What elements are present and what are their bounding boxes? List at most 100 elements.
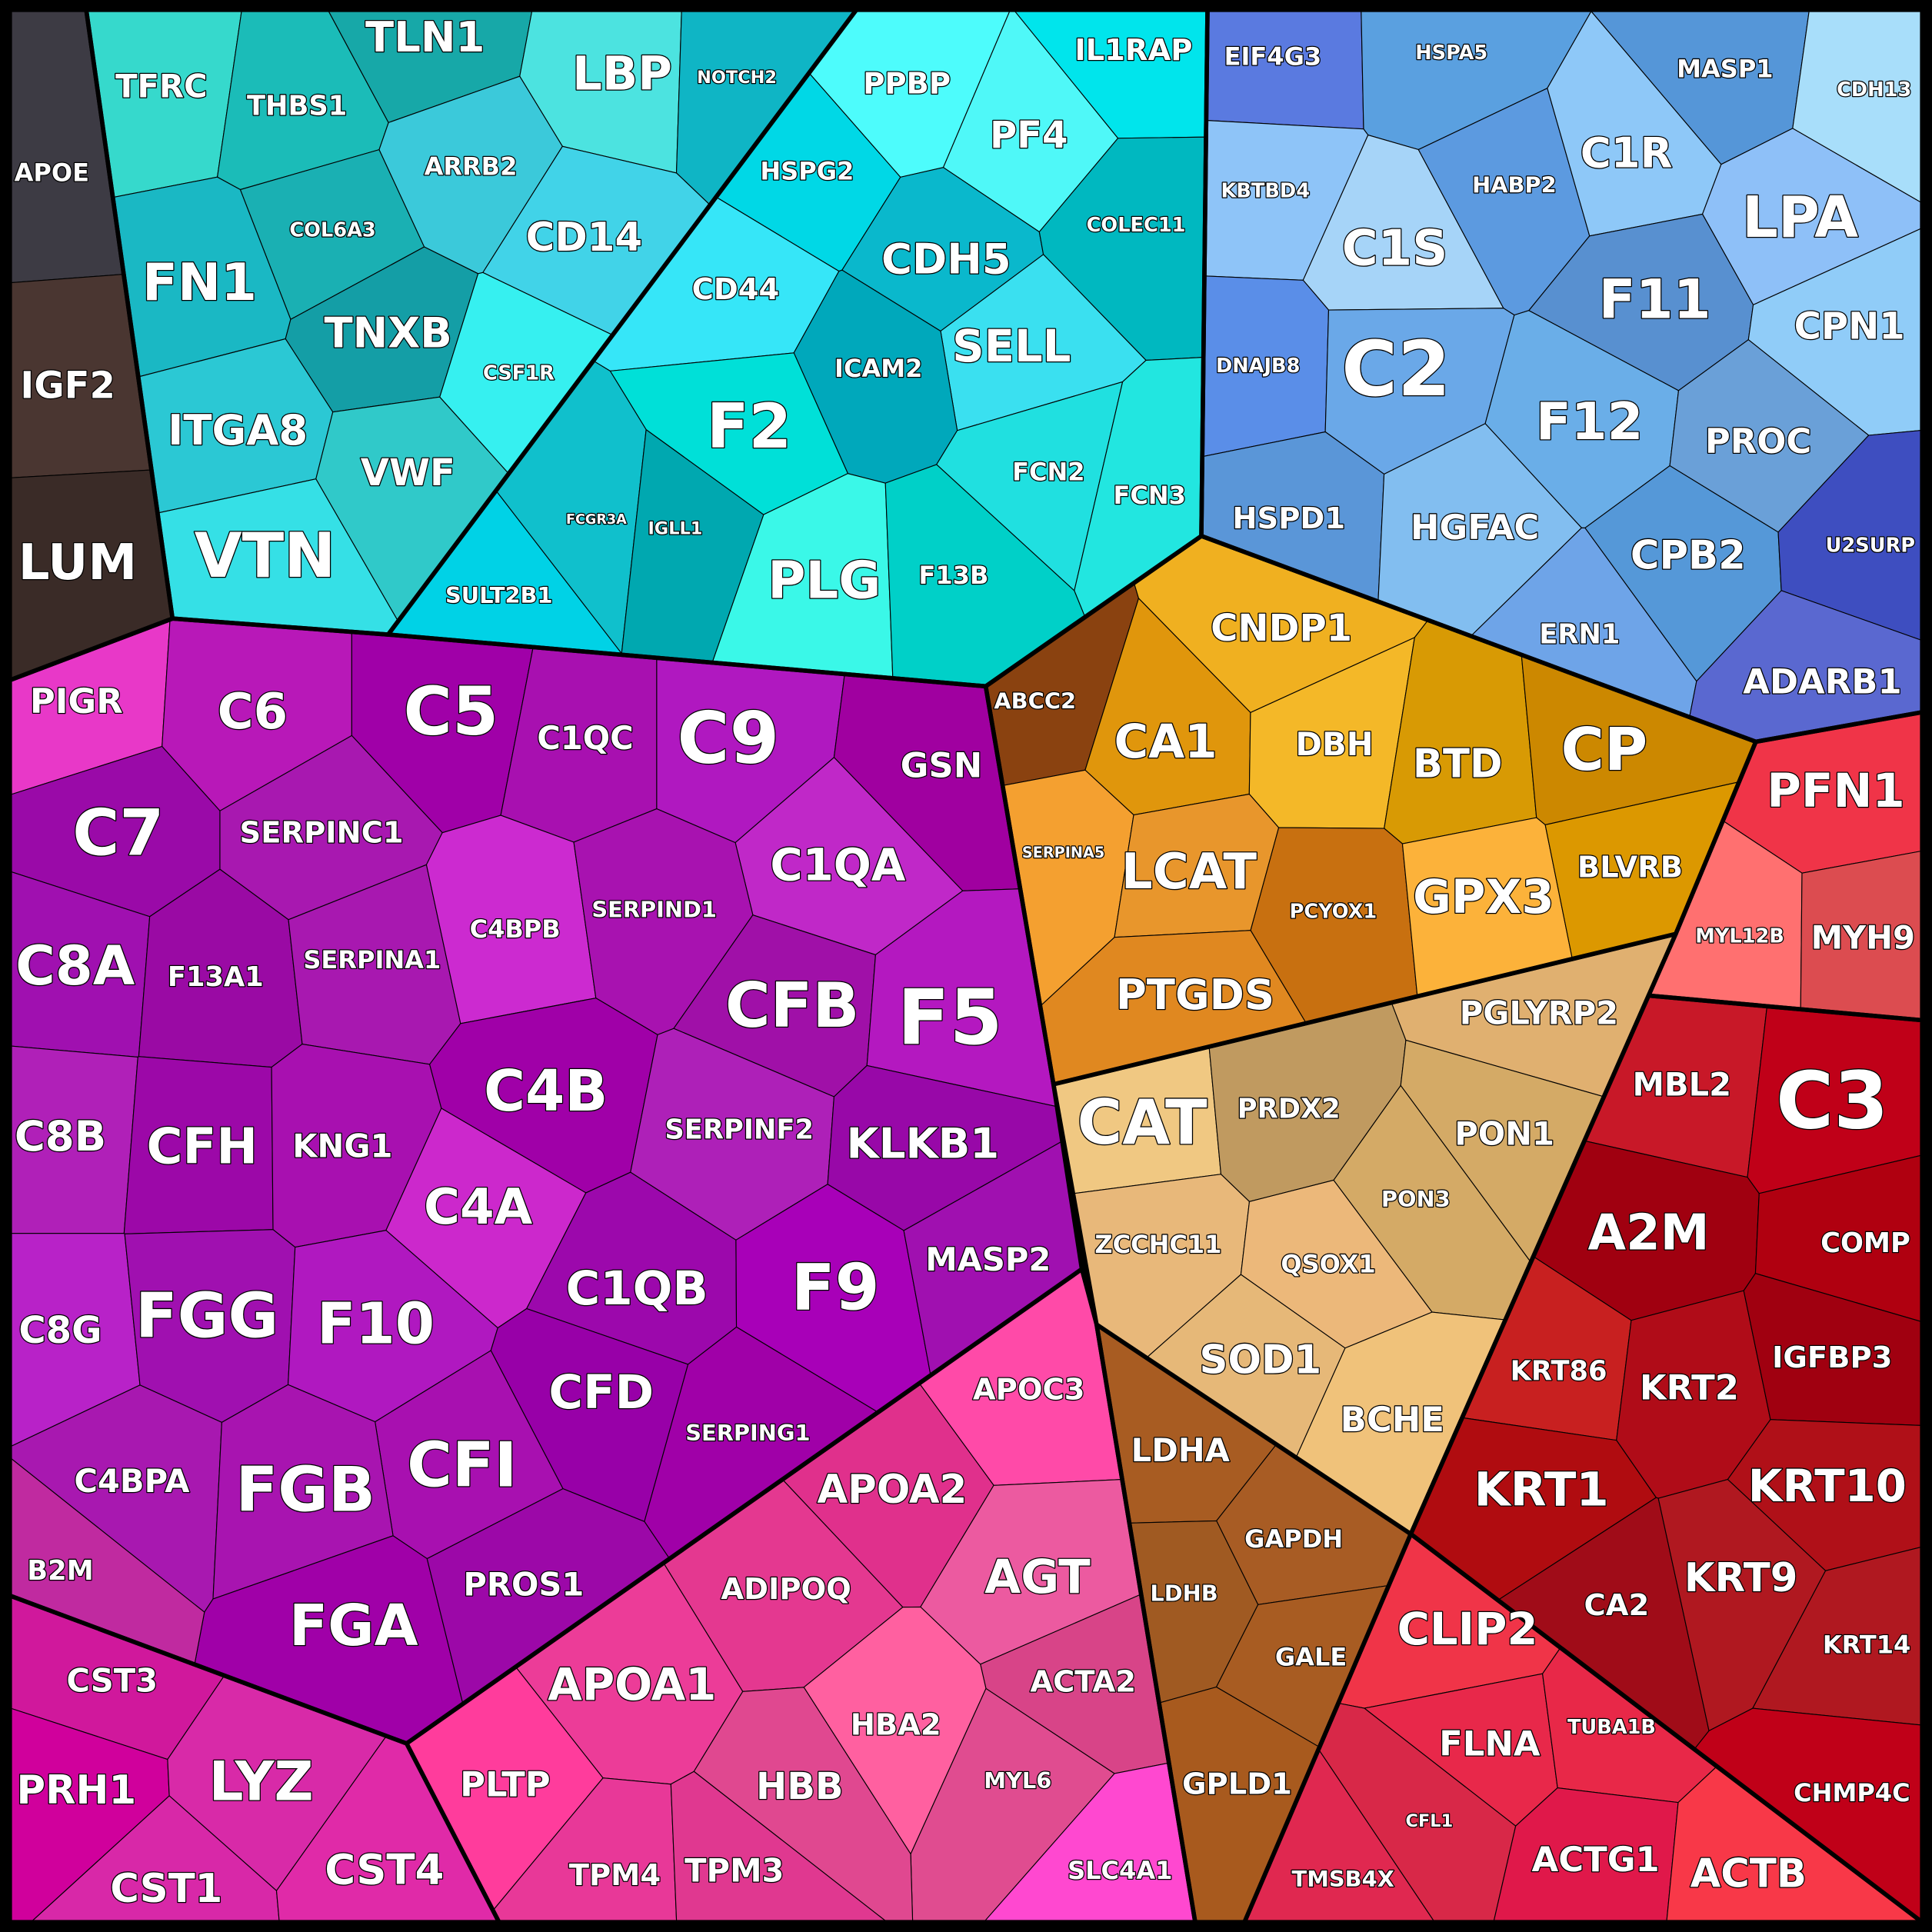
cell-label: F5 xyxy=(898,974,1003,1062)
cell-label: SERPIND1 xyxy=(591,896,717,922)
labels: APOE IGF2 LUM TFRC THBS1 TLN1 LBP NOTCH2 ARRB2 CD… xyxy=(13,12,1916,1913)
cell-label: C6 xyxy=(218,684,288,741)
cell-label: THBS1 xyxy=(247,90,347,122)
cell-label: PGLYRP2 xyxy=(1460,994,1618,1031)
cell-label: C7 xyxy=(72,795,164,870)
cell-label: SERPINC1 xyxy=(240,815,404,850)
cell-label: LYZ xyxy=(209,1750,314,1814)
cell-label: CP xyxy=(1561,716,1647,784)
cell-label: C5 xyxy=(404,674,499,751)
cell-label: KNG1 xyxy=(292,1127,392,1164)
cell-label: CST1 xyxy=(110,1866,222,1912)
cell-label: QSOX1 xyxy=(1281,1250,1375,1279)
cell-label: C1QC xyxy=(537,719,634,757)
cell-label: IGFBP3 xyxy=(1772,1341,1892,1375)
cell-label: COLEC11 xyxy=(1087,214,1186,237)
cell-label: APOA2 xyxy=(818,1467,968,1513)
cell-label: TLN1 xyxy=(365,12,485,62)
cell-label: TPM3 xyxy=(685,1851,784,1889)
cell-label: DNAJB8 xyxy=(1216,355,1300,378)
cell-label: CNDP1 xyxy=(1211,607,1352,650)
cell-label: FCGR3A xyxy=(566,512,627,528)
cell-label: HSPG2 xyxy=(760,157,854,186)
cell-label: LDHB xyxy=(1150,1580,1217,1606)
cell-label: TUBA1B xyxy=(1567,1716,1656,1739)
cell-label: SLC4A1 xyxy=(1068,1856,1172,1885)
cell-label: LBP xyxy=(572,47,672,102)
cell-label: PON3 xyxy=(1381,1186,1451,1212)
cell-label: PPBP xyxy=(863,66,951,101)
cell-label: GALE xyxy=(1275,1643,1347,1672)
cell-label: C1S xyxy=(1342,221,1448,278)
cell-label: HSPD1 xyxy=(1232,501,1345,536)
cell-label: IGF2 xyxy=(20,364,115,407)
cell-label: HSPA5 xyxy=(1415,42,1487,65)
cell-label: IGLL1 xyxy=(648,518,702,538)
cell-label: APOE xyxy=(15,158,89,187)
cell-label: FCN3 xyxy=(1113,481,1185,510)
cell-label: F9 xyxy=(791,1251,880,1325)
cell-label: PRDX2 xyxy=(1237,1093,1341,1124)
cell-label: BCHE xyxy=(1341,1399,1444,1440)
cell-label: TFRC xyxy=(115,68,207,105)
cell-label: C8G xyxy=(18,1309,102,1352)
cell-label: GAPDH xyxy=(1244,1524,1343,1554)
cell-label: C4B xyxy=(484,1059,608,1124)
cell-label: CA1 xyxy=(1114,715,1217,769)
cell-label: C4BPA xyxy=(74,1462,190,1500)
cells xyxy=(9,9,1924,1924)
cell-label: ICAM2 xyxy=(834,354,922,383)
cell-label: CD14 xyxy=(526,215,642,261)
cell-label: HBB xyxy=(756,1765,843,1808)
cell-label: AGT xyxy=(984,1550,1091,1604)
cell-label: FGB xyxy=(236,1454,376,1525)
cell-label: MYL12B xyxy=(1695,925,1784,948)
cell-label: GPX3 xyxy=(1413,870,1554,924)
cell-label: ZCCHC11 xyxy=(1094,1230,1221,1259)
cell-label: PROC xyxy=(1705,421,1811,461)
cell-label: CPN1 xyxy=(1794,305,1905,348)
cell-label: MBL2 xyxy=(1632,1065,1731,1103)
cell-label: SOD1 xyxy=(1200,1337,1322,1384)
cell-label: F10 xyxy=(317,1292,435,1357)
cell-label: ADIPOQ xyxy=(721,1572,851,1607)
cell-label: F2 xyxy=(707,391,791,462)
cell-label: ACTB xyxy=(1690,1851,1807,1897)
cell-label: FCN2 xyxy=(1012,458,1084,487)
cell-label: F11 xyxy=(1598,268,1710,331)
cell-label: PIGR xyxy=(30,681,123,721)
cell-label: PFN1 xyxy=(1767,764,1904,818)
cell-label: VWF xyxy=(361,451,455,495)
cell-label: KRT2 xyxy=(1640,1367,1739,1407)
cell-label: LPA xyxy=(1742,185,1858,251)
cell-label: CFB xyxy=(725,970,860,1041)
region-borders xyxy=(8,8,1924,1924)
cell-label: GSN xyxy=(901,744,983,785)
cell-label: C4BPB xyxy=(470,914,561,944)
cell-label: F13A1 xyxy=(168,961,264,993)
cell-label: KRT10 xyxy=(1748,1460,1907,1512)
cell-label: CFH xyxy=(147,1119,258,1176)
cell-label: C8A xyxy=(15,934,135,998)
cell-label: PCYOX1 xyxy=(1290,901,1377,924)
cell-label: PROS1 xyxy=(463,1566,584,1604)
cell-label: SERPINA5 xyxy=(1022,844,1104,861)
cell-label: NOTCH2 xyxy=(697,68,777,88)
cell-label: GPLD1 xyxy=(1182,1767,1292,1801)
cell-label: BLVRB xyxy=(1577,850,1683,884)
cell-label: CFL1 xyxy=(1406,1811,1454,1831)
cell-label: IL1RAP xyxy=(1074,33,1192,68)
cell-label: CDH5 xyxy=(881,234,1011,283)
cell-label: SERPINA1 xyxy=(303,945,441,974)
cell-label: PF4 xyxy=(990,114,1068,157)
cell-label: KBTBD4 xyxy=(1221,179,1311,202)
cell-label: SELL xyxy=(952,320,1071,372)
cell-label: C2 xyxy=(1341,325,1451,414)
cell-label: KRT86 xyxy=(1511,1356,1607,1387)
cell-label: APOA1 xyxy=(548,1658,716,1710)
cell-label: CD44 xyxy=(692,272,780,307)
cell-label: CST3 xyxy=(66,1662,158,1700)
cell-label: TMSB4X xyxy=(1292,1866,1394,1892)
cell-label: FN1 xyxy=(142,252,257,312)
